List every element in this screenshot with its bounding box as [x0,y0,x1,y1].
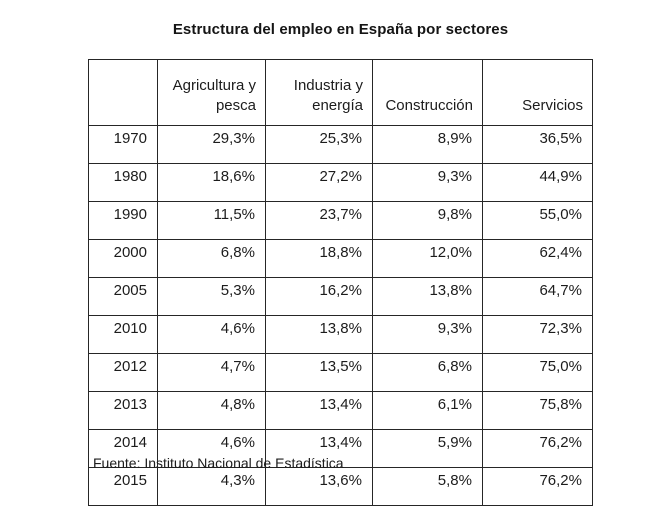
value-cell: 55,0% [482,201,593,240]
employment-by-sector-table: Agricultura y pesca Industria y energía … [88,59,593,506]
table-row: 2000 6,8% 18,8% 12,0% 62,4% [88,239,593,278]
table-row: 1980 18,6% 27,2% 9,3% 44,9% [88,163,593,202]
year-cell: 2005 [88,277,158,316]
value-cell: 44,9% [482,163,593,202]
value-cell: 5,8% [372,467,483,506]
value-cell: 13,8% [372,277,483,316]
value-cell: 13,5% [265,353,373,392]
value-cell: 13,4% [265,391,373,430]
value-cell: 8,9% [372,125,483,164]
value-cell: 64,7% [482,277,593,316]
year-cell: 2000 [88,239,158,278]
year-cell: 2013 [88,391,158,430]
header-cell-year [88,59,158,126]
year-cell: 2010 [88,315,158,354]
value-cell: 62,4% [482,239,593,278]
value-cell: 11,5% [157,201,266,240]
year-cell: 2015 [88,467,158,506]
value-cell: 76,2% [482,467,593,506]
table-body: 1970 29,3% 25,3% 8,9% 36,5% 1980 18,6% 27,2% 9,3… [88,125,593,506]
year-cell: 2014 [88,429,158,468]
table-row: 2010 4,6% 13,8% 9,3% 72,3% [88,315,593,354]
source-note: Fuente: Instituto Nacional de Estadístic… [93,455,344,471]
header-cell-industria: Industria y energía [265,59,373,126]
value-cell: 4,6% [157,315,266,354]
value-cell: 23,7% [265,201,373,240]
value-cell: 9,3% [372,315,483,354]
year-cell: 2012 [88,353,158,392]
value-cell: 76,2% [482,429,593,468]
value-cell: 12,0% [372,239,483,278]
value-cell: 9,8% [372,201,483,240]
value-cell: 4,6% [157,429,266,468]
value-cell: 6,8% [372,353,483,392]
value-cell: 75,0% [482,353,593,392]
header-cell-agricultura: Agricultura y pesca [157,59,266,126]
value-cell: 6,1% [372,391,483,430]
value-cell: 6,8% [157,239,266,278]
page-title: Estructura del empleo en España por sect… [172,21,509,38]
table-row: 2015 4,3% 13,6% 5,8% 76,2% [88,467,593,506]
header-cell-servicios: Servicios [482,59,593,126]
table-row: 2005 5,3% 16,2% 13,8% 64,7% [88,277,593,316]
value-cell: 5,9% [372,429,483,468]
value-cell: 25,3% [265,125,373,164]
value-cell: 4,3% [157,467,266,506]
year-cell: 1970 [88,125,158,164]
value-cell: 27,2% [265,163,373,202]
value-cell: 72,3% [482,315,593,354]
value-cell: 75,8% [482,391,593,430]
value-cell: 29,3% [157,125,266,164]
table-row: 2012 4,7% 13,5% 6,8% 75,0% [88,353,593,392]
table-row: 2013 4,8% 13,4% 6,1% 75,8% [88,391,593,430]
value-cell: 16,2% [265,277,373,316]
header-cell-construccion: Construcción [372,59,483,126]
value-cell: 18,8% [265,239,373,278]
table-row: 1990 11,5% 23,7% 9,8% 55,0% [88,201,593,240]
header-row: Agricultura y pesca Industria y energía … [88,59,593,126]
value-cell: 5,3% [157,277,266,316]
value-cell: 4,7% [157,353,266,392]
table-row: 1970 29,3% 25,3% 8,9% 36,5% [88,125,593,164]
value-cell: 4,8% [157,391,266,430]
year-cell: 1980 [88,163,158,202]
year-cell: 1990 [88,201,158,240]
value-cell: 36,5% [482,125,593,164]
value-cell: 9,3% [372,163,483,202]
table-row: 2014 4,6% 13,4% 5,9% 76,2% [88,429,593,468]
value-cell: 13,8% [265,315,373,354]
value-cell: 18,6% [157,163,266,202]
value-cell: 13,6% [265,467,373,506]
